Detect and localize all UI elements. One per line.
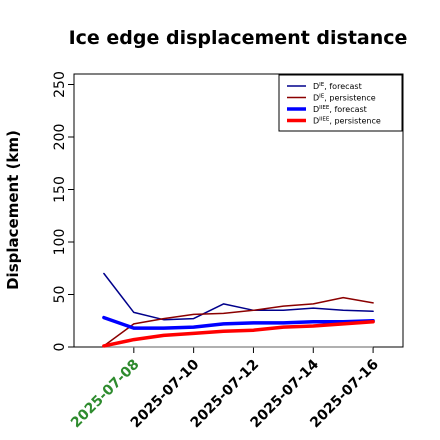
y-tick-label: 100: [52, 229, 68, 256]
y-tick-label: 0: [52, 343, 68, 352]
series-line-2: [103, 296, 374, 347]
legend-label: DIE, forecast: [313, 82, 362, 91]
series-line-1: [103, 272, 374, 321]
y-axis: 0 50 100 150 200 250: [52, 71, 74, 351]
y-axis-label: Displacement (km): [4, 130, 22, 290]
legend-label: DIE, persistence: [313, 94, 376, 103]
series-layer: [102, 272, 375, 348]
series-line-4: [102, 320, 375, 348]
legend-label: DIIEE, forecast: [313, 105, 367, 114]
x-axis: 2025-07-082025-07-102025-07-122025-07-14…: [68, 347, 382, 431]
y-tick-label: 250: [52, 71, 68, 98]
series-line-3: [102, 315, 375, 330]
y-tick-label: 150: [52, 176, 68, 203]
legend-label: DIIEE, persistence: [313, 117, 381, 126]
y-tick-label: 200: [52, 124, 68, 151]
legend: DIE, forecast DIE, persistence DIIEE, fore…: [278, 74, 403, 132]
y-tick-label: 50: [52, 286, 68, 304]
chart-title: Ice edge displacement distance: [69, 27, 408, 49]
